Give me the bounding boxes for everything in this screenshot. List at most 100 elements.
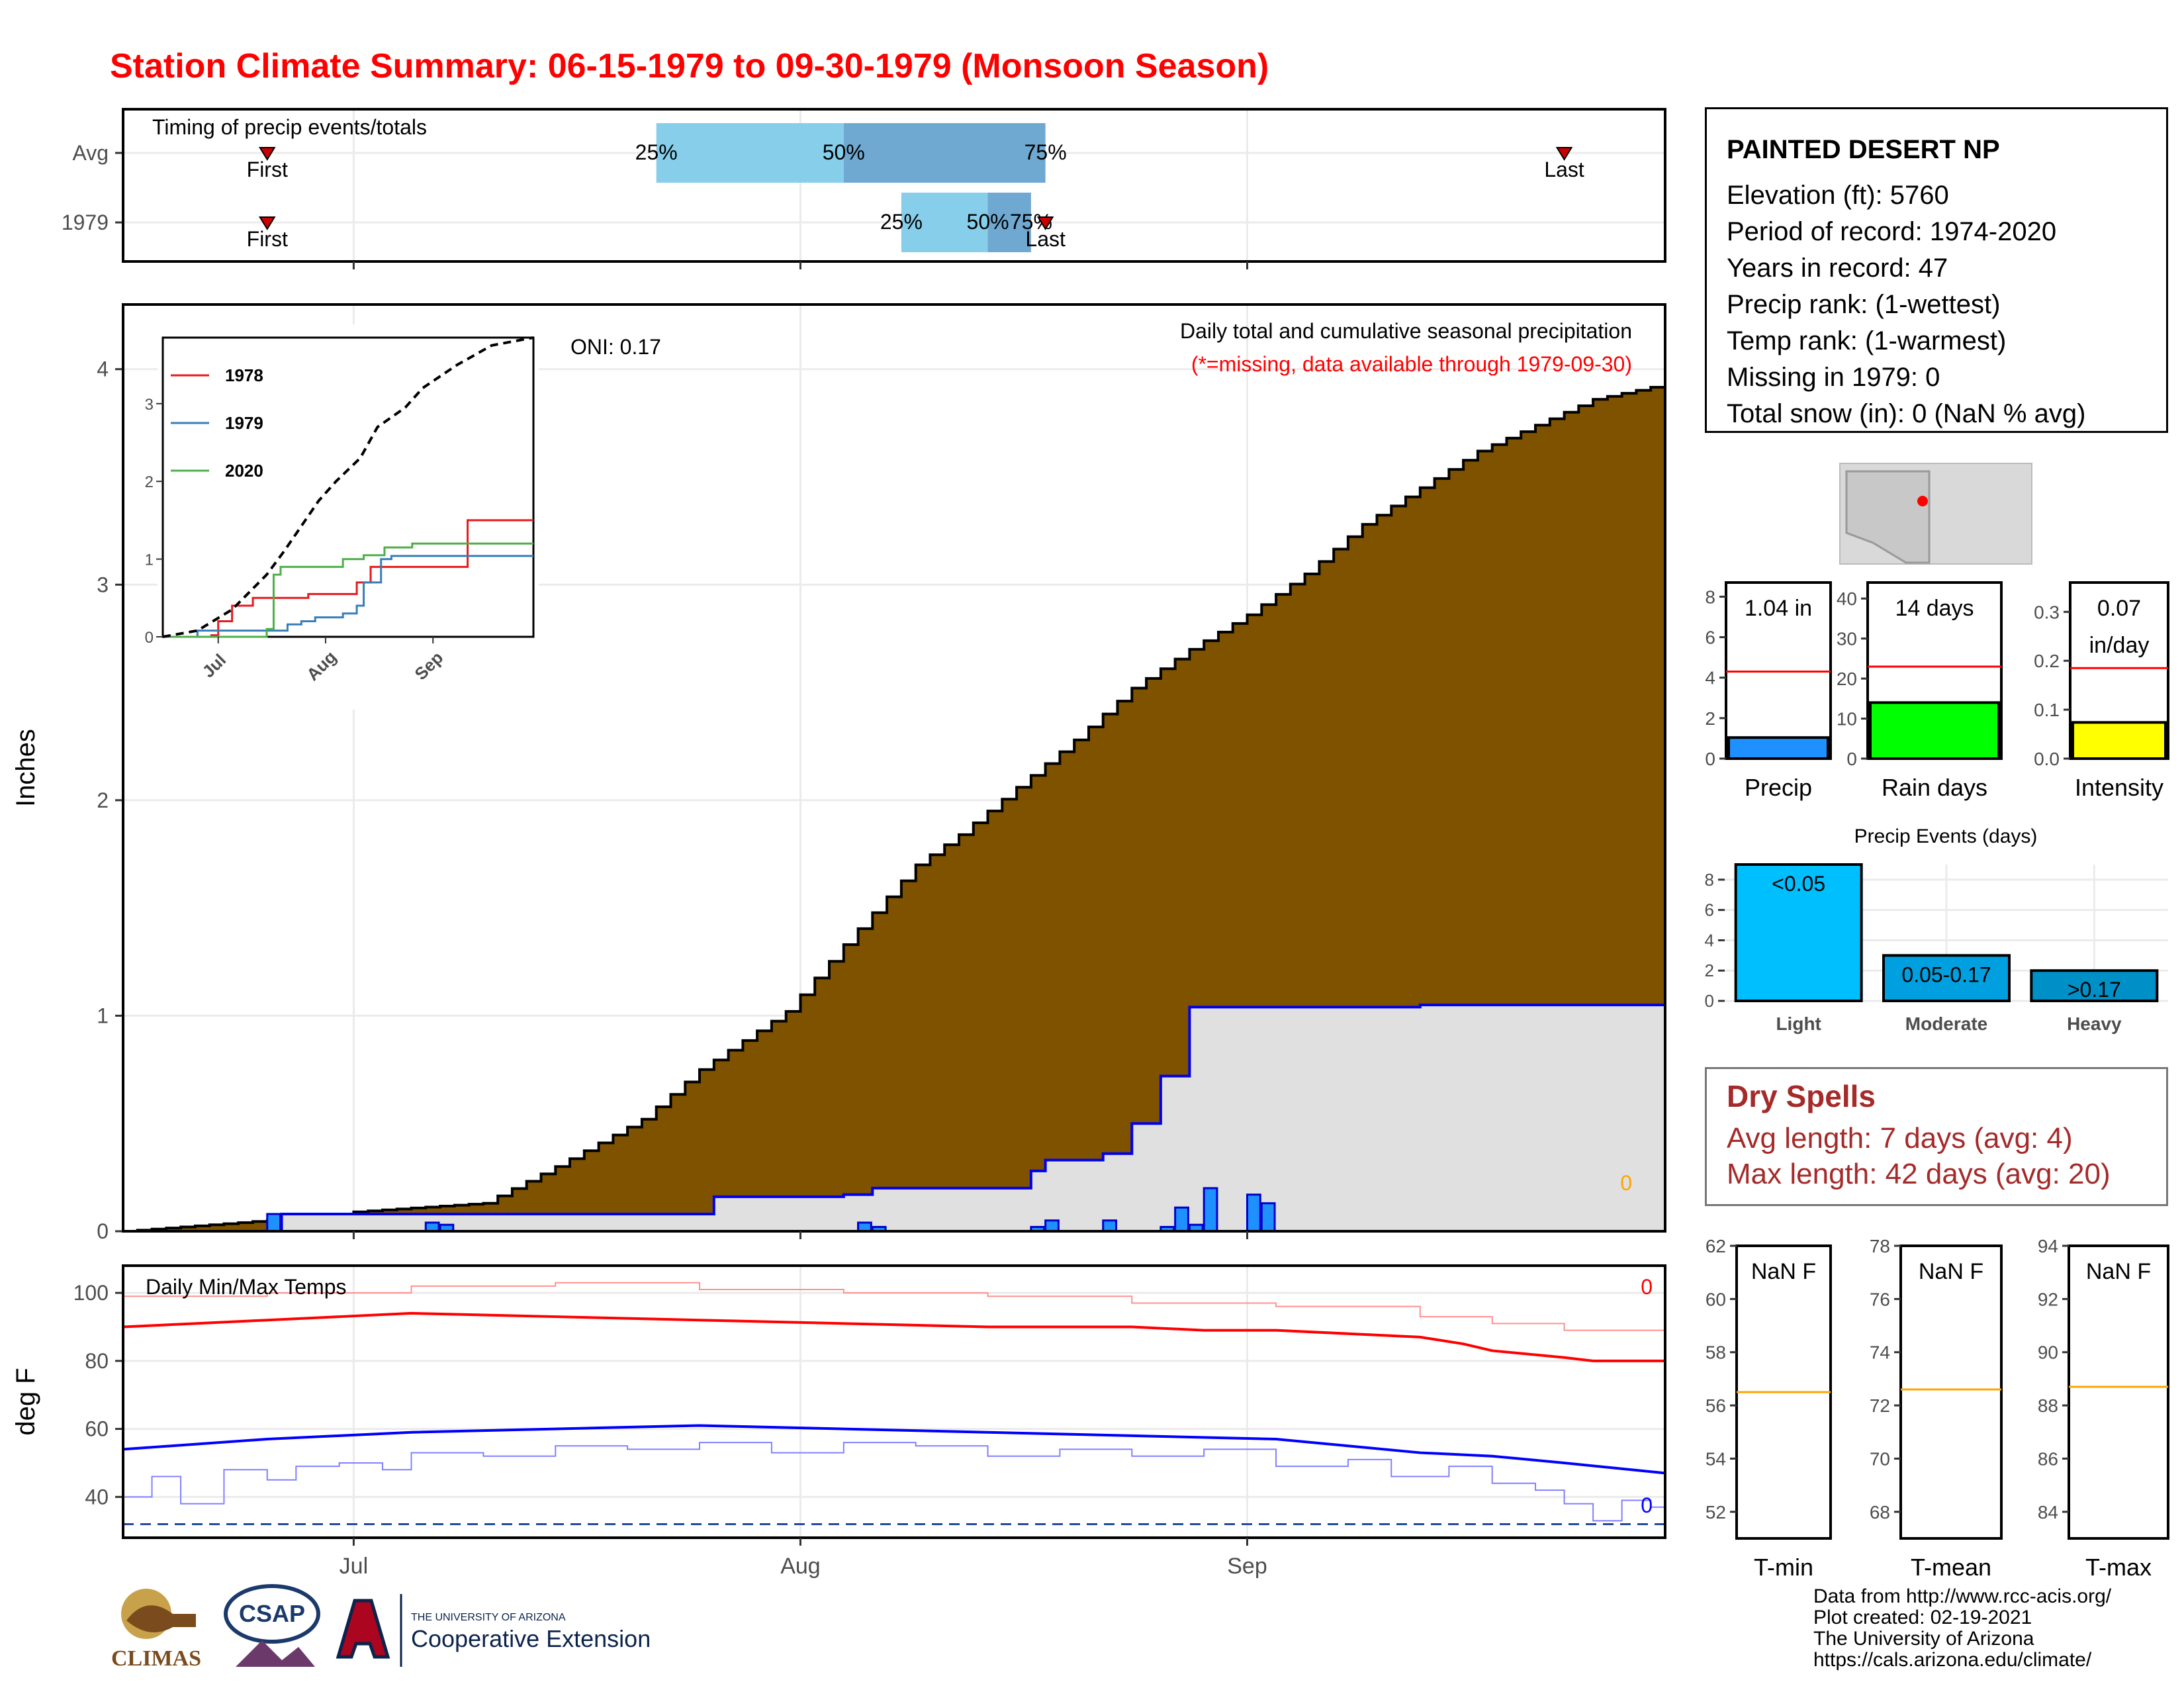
inset-y-tick-label: 1 — [145, 551, 154, 569]
tmean_box-panel — [1899, 1244, 2003, 1540]
y-tick-label: 8 — [1705, 870, 1714, 890]
y-tick-label: 4 — [1705, 930, 1714, 950]
credits: Data from http://www.rcc-acis.org/ Plot … — [1813, 1586, 2111, 1671]
intensity-annotation: 0.07 — [2097, 596, 2141, 621]
station-name: PAINTED DESERT NP — [1727, 135, 2000, 164]
station-line: Years in record: 47 — [1727, 254, 1948, 283]
y-tick-label: 2 — [97, 788, 109, 812]
y-tick-label: 10 — [1837, 709, 1857, 729]
events-title: Precip Events (days) — [1854, 825, 2038, 847]
y-tick-label: 94 — [2038, 1236, 2058, 1256]
missing-max-count: 0 — [1641, 1275, 1653, 1299]
intensity-annotation: in/day — [2089, 633, 2150, 658]
station-line: Temp rank: (1-warmest) — [1727, 326, 2007, 355]
timing-row-label: 1979 — [62, 211, 109, 234]
inset-series-line — [163, 519, 533, 638]
event-category-label: Moderate — [1905, 1013, 1987, 1034]
y-tick-label: 76 — [1870, 1289, 1890, 1309]
dry-spells-box: Dry Spells Avg length: 7 days (avg: 4) M… — [1705, 1067, 2168, 1206]
event-bar-label: 0.05-0.17 — [1901, 962, 1991, 986]
y-tick-label: 3 — [97, 573, 109, 596]
y-tick-label: 0.1 — [2034, 700, 2060, 720]
y-tick-label: 4 — [1705, 668, 1715, 688]
station-info-box: PAINTED DESERT NP Elevation (ft): 5760 P… — [1705, 107, 2168, 433]
tmin_box-label: T-min — [1754, 1554, 1813, 1581]
daily-precip-bar — [1246, 1194, 1261, 1233]
year-cumulative-area — [123, 1005, 1665, 1231]
y-tick-label: 80 — [85, 1349, 109, 1373]
y-tick-label: 52 — [1706, 1502, 1726, 1523]
y-tick-label: 8 — [1705, 586, 1715, 607]
inset-series-line — [163, 555, 533, 638]
inset-legend-label: 1978 — [225, 365, 263, 385]
timing-label-25: 25% — [880, 210, 923, 234]
cumulative-panel-border — [122, 303, 1666, 1233]
y-tick-label: 60 — [1706, 1289, 1726, 1309]
y-tick-label: 40 — [85, 1485, 109, 1509]
intensity-bar — [2071, 721, 2167, 761]
timing-label-last: Last — [1544, 158, 1584, 181]
credit-line: Plot created: 02-19-2021 — [1813, 1607, 2032, 1628]
temps-panel-bg — [123, 1266, 1665, 1538]
daily-precip-bar — [1102, 1219, 1118, 1233]
precip_total-bar — [1727, 736, 1829, 760]
tmin-avg-line — [122, 1424, 1666, 1475]
y-tick-label: 86 — [2038, 1448, 2058, 1469]
dry-spells-max: Max length: 42 days (avg: 20) — [1727, 1158, 2111, 1190]
timing-marker-last — [1036, 216, 1054, 230]
event-bar — [2030, 969, 2159, 1002]
inset-legend-label: 2020 — [225, 461, 263, 481]
y-tick-label: 74 — [1870, 1342, 1890, 1363]
tmax_box-label: T-max — [2085, 1554, 2152, 1581]
y-tick-label: 20 — [1837, 669, 1857, 689]
y-tick-label: 70 — [1870, 1448, 1890, 1469]
event-bar-label: <0.05 — [1772, 872, 1825, 896]
climas-logo: CLIMAS — [111, 1589, 201, 1671]
y-tick-label: 4 — [97, 357, 109, 381]
inset-y-tick-label: 3 — [145, 396, 154, 414]
station-line: Period of record: 1974-2020 — [1727, 217, 2057, 246]
tmin_box-annotation: NaN F — [1751, 1259, 1816, 1284]
timing-label-last: Last — [1025, 227, 1066, 251]
y-tick-label: 0.0 — [2034, 749, 2060, 769]
inset-y-tick-label: 2 — [145, 473, 154, 491]
y-tick-label: 56 — [1706, 1395, 1726, 1416]
missing-min-count: 0 — [1641, 1493, 1653, 1517]
event-bar — [1734, 863, 1863, 1002]
state-map — [1839, 463, 2032, 565]
y-tick-label: 0 — [97, 1219, 109, 1243]
station-line: Precip rank: (1-wettest) — [1727, 290, 2001, 319]
precip_total-panel — [1725, 581, 1832, 760]
event-bar — [1882, 954, 2011, 1003]
precip_total-annotation: 1.04 in — [1745, 596, 1812, 621]
x-tick-label: Aug — [780, 1554, 821, 1579]
y-axis-label: Inches — [11, 729, 40, 807]
timing-label-25: 25% — [635, 140, 678, 164]
tmax_box-panel — [2068, 1244, 2169, 1540]
timing-marker-last — [1555, 147, 1573, 161]
credit-line: Data from http://www.rcc-acis.org/ — [1813, 1585, 2112, 1607]
inset-y-tick-label: 0 — [145, 629, 154, 647]
timing-panel-border — [122, 108, 1666, 263]
chart-title: Station Climate Summary: 06-15-1979 to 0… — [110, 47, 1269, 85]
y-tick-label: 88 — [2038, 1395, 2058, 1416]
event-category-label: Heavy — [2067, 1013, 2122, 1034]
timing-bar-50-75 — [987, 193, 1031, 252]
timing-label-first: First — [247, 158, 288, 181]
timing-label-50: 50% — [967, 210, 1009, 234]
event-category-label: Light — [1776, 1013, 1821, 1034]
y-tick-label: 40 — [1837, 588, 1857, 609]
timing-marker-first — [258, 216, 276, 230]
y-tick-label: 30 — [1837, 629, 1857, 649]
event-bar-label: >0.17 — [2068, 978, 2121, 1002]
inset-avg-line — [162, 336, 534, 638]
y-axis-label: deg F — [11, 1368, 40, 1435]
y-tick-label: 0.2 — [2034, 651, 2060, 671]
temps-title: Daily Min/Max Temps — [146, 1275, 346, 1299]
missing-count: 0 — [1620, 1171, 1632, 1195]
y-tick-label: 100 — [73, 1281, 109, 1305]
uofa-logo: THE UNIVERSITY OF ARIZONA Cooperative Ex… — [336, 1594, 651, 1667]
inset-series-line — [163, 542, 533, 638]
timing-label-50: 50% — [823, 140, 865, 164]
